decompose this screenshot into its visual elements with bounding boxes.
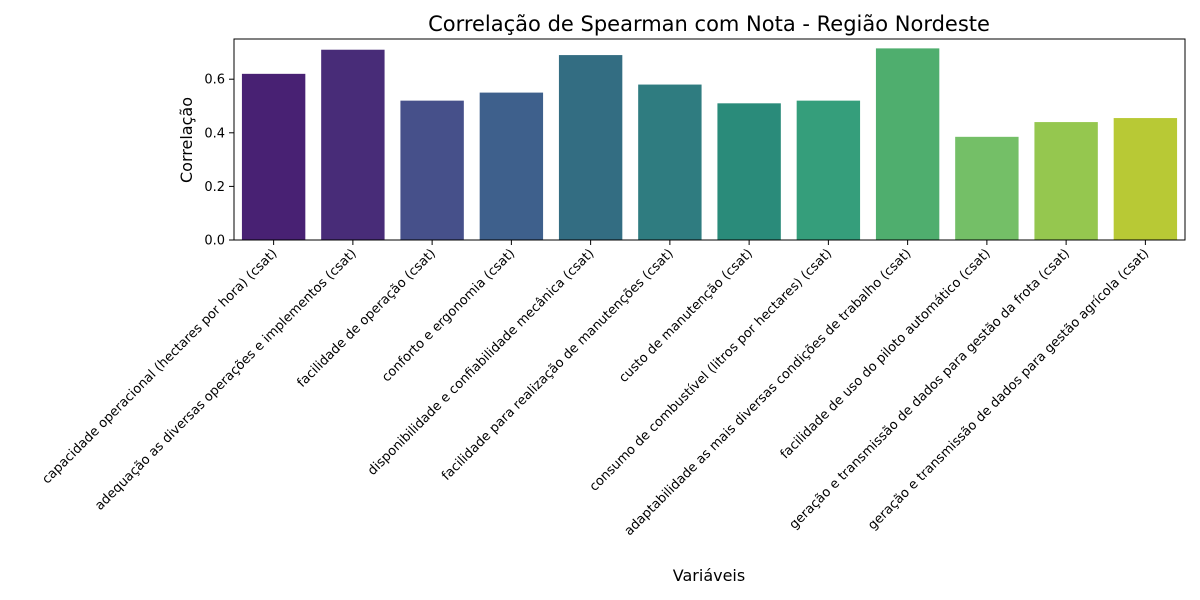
bar [875,48,940,240]
x-tick-label: adequação as diversas operações e implem… [92,246,359,513]
y-axis-label: Correlação [177,97,196,183]
y-tick-label: 0.0 [204,234,225,249]
chart-title: Correlação de Spearman com Nota - Região… [428,12,990,36]
bar [400,100,464,240]
x-axis: capacidade operacional (hectares por hor… [39,240,1152,539]
x-tick-label: geração e transmissão de dados para gest… [787,246,1073,532]
x-tick-label: geração e transmissão de dados para gest… [865,246,1152,533]
x-tick-label: adaptabilidade as mais diversas condiçõe… [622,246,915,539]
bars-group [241,48,1178,240]
y-tick-label: 0.4 [204,126,225,141]
bar [321,49,385,240]
bar [717,103,781,240]
plot-frame [233,38,1186,241]
y-tick-label: 0.2 [204,180,225,195]
x-axis-label: Variáveis [673,566,745,585]
bar [1113,118,1178,240]
x-tick-label: custo de manutenção (csat) [616,246,756,386]
bar [638,84,702,240]
bar [558,55,623,240]
bar [241,73,306,240]
x-tick-label: facilidade de operação (csat) [294,246,439,391]
bar [479,92,544,240]
y-axis: 0.0 0.2 0.4 0.6 [204,73,234,249]
bar [1034,122,1098,240]
bar [796,100,861,240]
bar [955,136,1019,240]
y-tick-label: 0.6 [204,73,225,88]
x-tick-label: conforto e ergonomia (csat) [379,246,518,385]
